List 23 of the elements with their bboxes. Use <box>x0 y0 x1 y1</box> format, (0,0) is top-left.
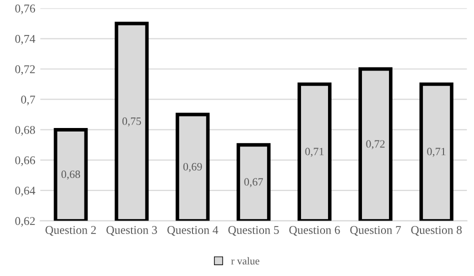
x-tick-label: Question 7 <box>350 226 401 236</box>
y-tick-label: 0,66 <box>15 156 36 166</box>
y-tick-label: 0,72 <box>15 65 35 75</box>
data-label: 0,68 <box>61 170 80 180</box>
x-tick-label: Question 6 <box>289 226 340 236</box>
data-label: 0,69 <box>183 162 202 172</box>
y-tick-label: 0,64 <box>15 186 36 196</box>
x-tick-label: Question 2 <box>46 226 96 236</box>
y-tick-label: 0,76 <box>15 4 36 14</box>
x-tick-label: Question 3 <box>106 226 157 236</box>
data-label: 0,67 <box>244 178 263 188</box>
data-label: 0,75 <box>122 117 141 127</box>
data-label: 0,71 <box>305 148 324 157</box>
x-tick-label: Question 8 <box>411 226 462 236</box>
data-label: 0,71 <box>427 148 446 157</box>
x-tick-label: Question 5 <box>228 226 279 236</box>
y-tick-label: 0,62 <box>15 217 35 227</box>
y-tick-label: 0,7 <box>21 96 36 106</box>
data-label: 0,72 <box>366 140 385 150</box>
legend-label: r value <box>231 257 260 265</box>
y-tick-label: 0,74 <box>15 34 36 45</box>
y-tick-label: 0,68 <box>15 126 35 136</box>
x-tick-label: Question 4 <box>167 226 218 236</box>
